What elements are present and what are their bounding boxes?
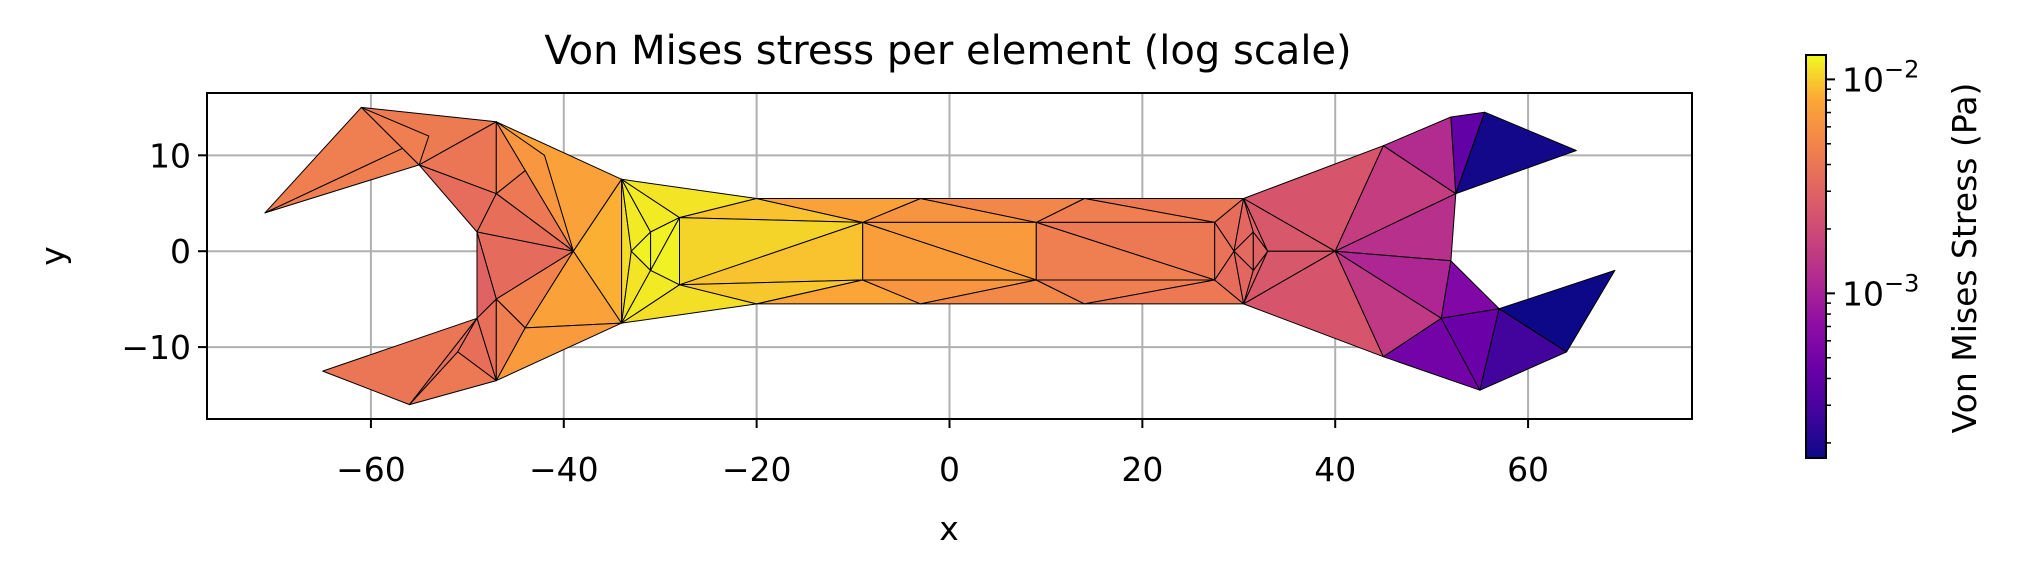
mesh-element	[1455, 111, 1577, 195]
x-tick-label: −60	[336, 450, 406, 489]
chart-title: Von Mises stress per element (log scale)	[544, 28, 1351, 74]
x-axis-ticks: −60 −40 −20 0 20 40 60	[336, 419, 1549, 489]
mesh-element	[1252, 231, 1269, 271]
colorbar-tick-label: 10−3	[1842, 269, 1919, 313]
mesh-elements	[264, 106, 1616, 406]
mesh-element	[1498, 269, 1616, 353]
colorbar: 10−3 10−2 Von Mises Stress (Pa)	[1805, 54, 1984, 459]
mesh-element	[495, 121, 574, 252]
mesh-element	[495, 322, 623, 382]
x-tick-label: 0	[939, 450, 960, 489]
y-tick-label: −10	[121, 328, 191, 367]
mesh-element	[360, 106, 430, 166]
colorbar-gradient	[1805, 54, 1827, 459]
y-axis-ticks: −10 0 10	[121, 136, 207, 367]
y-axis-label: y	[33, 246, 72, 266]
y-tick-label: 0	[170, 232, 191, 271]
y-tick-label: 10	[149, 136, 191, 175]
colorbar-ticks: 10−3 10−2	[1826, 55, 1919, 444]
mesh-element	[409, 351, 497, 406]
x-tick-label: 60	[1507, 450, 1549, 489]
colorbar-tick-label: 10−2	[1842, 55, 1919, 99]
x-tick-label: 40	[1314, 450, 1356, 489]
x-tick-label: −20	[722, 450, 792, 489]
x-axis-label: x	[939, 509, 959, 548]
colorbar-label: Von Mises Stress (Pa)	[1945, 83, 1984, 434]
x-tick-label: −40	[529, 450, 599, 489]
x-tick-label: 20	[1121, 450, 1163, 489]
